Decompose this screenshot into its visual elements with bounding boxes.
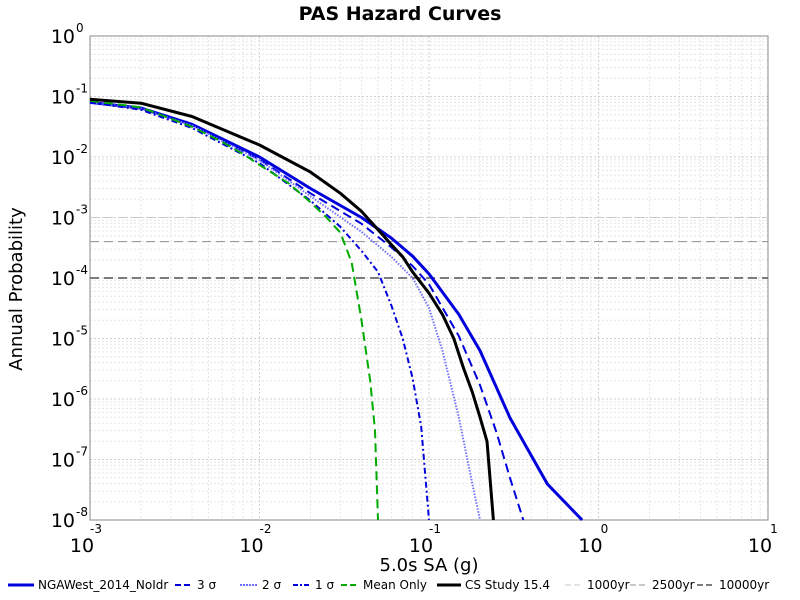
y-tick-exponent: -8: [76, 505, 88, 519]
y-axis-label: Annual Probability: [6, 207, 27, 371]
y-tick-exponent: -3: [76, 203, 88, 217]
x-tick-exponent: -2: [260, 522, 272, 536]
y-tick-label: 10: [51, 510, 75, 532]
y-tick-label: 10: [51, 268, 75, 290]
y-tick-exponent: -6: [76, 384, 88, 398]
y-tick-label: 10: [51, 329, 75, 351]
x-tick-label: 10: [578, 535, 602, 557]
y-tick-label: 10: [51, 208, 75, 230]
x-tick-label: 10: [239, 535, 263, 557]
chart-title: PAS Hazard Curves: [299, 3, 502, 25]
y-tick-label: 10: [51, 26, 75, 48]
x-axis-label: 5.0s SA (g): [380, 555, 479, 576]
legend-label: 10000yr: [719, 578, 769, 592]
legend-label: 2 σ: [262, 578, 281, 592]
x-tick-label: 10: [409, 535, 433, 557]
legend-label: 1 σ: [315, 578, 334, 592]
y-tick-exponent: -7: [76, 445, 88, 459]
series-line-2: [89, 101, 481, 521]
legend-label: CS Study 15.4: [465, 578, 550, 592]
legend-label: 1000yr: [587, 578, 630, 592]
y-tick-exponent: -5: [76, 324, 88, 338]
y-tick-exponent: -2: [76, 142, 88, 156]
reference-lines: [90, 217, 768, 279]
series-line-4: [89, 99, 379, 521]
y-tick-exponent: -4: [76, 263, 88, 277]
legend-label: 2500yr: [652, 578, 695, 592]
legend: NGAWest_2014_NoIdr 3 σ 2 σ 1 σ Mean Only CS S…: [8, 578, 769, 592]
legend-label: Mean Only: [363, 578, 427, 592]
legend-label: NGAWest_2014_NoIdr: [38, 578, 168, 592]
series-line-0: [89, 100, 584, 522]
y-tick-label: 10: [51, 147, 75, 169]
y-tick-label: 10: [51, 450, 75, 472]
x-tick-label: 10: [748, 535, 772, 557]
x-tick-exponent: -3: [90, 522, 102, 536]
x-tick-exponent: 0: [601, 522, 609, 536]
legend-label: 3 σ: [197, 578, 216, 592]
hazard-curves: [89, 97, 584, 522]
y-tick-label: 10: [51, 87, 75, 109]
y-tick-label: 10: [51, 389, 75, 411]
x-tick-label: 10: [70, 535, 94, 557]
y-tick-exponent: 0: [76, 21, 84, 35]
x-tick-exponent: -1: [429, 522, 441, 536]
x-tick-exponent: 1: [770, 522, 778, 536]
y-tick-exponent: -1: [76, 82, 88, 96]
series-line-5: [89, 97, 495, 521]
